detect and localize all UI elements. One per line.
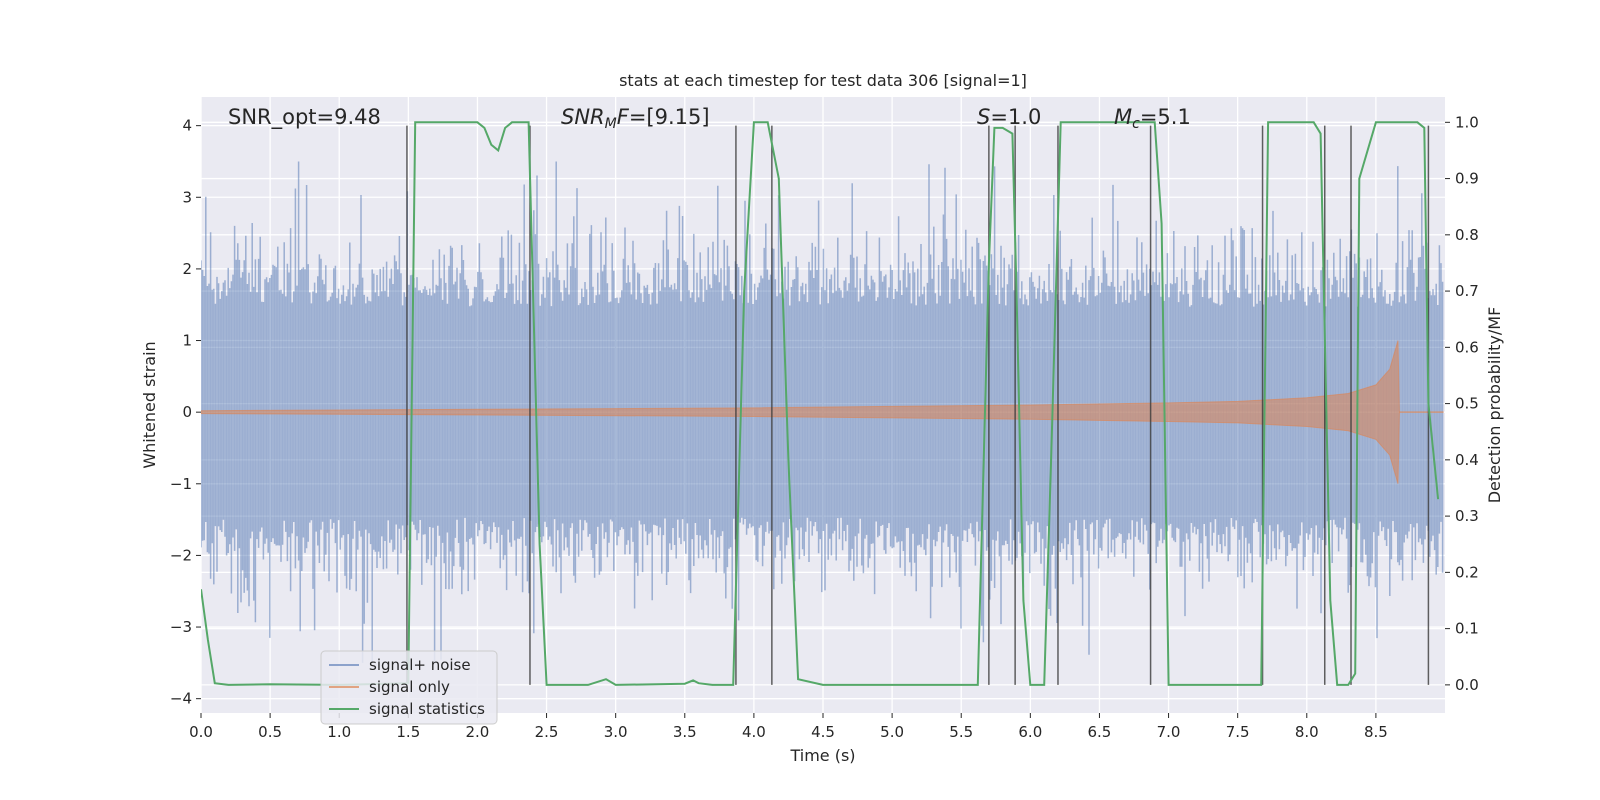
y-tick-label: −4 [170, 690, 192, 708]
y2-tick-label: 0.3 [1455, 507, 1479, 525]
x-tick-label: 6.5 [1088, 723, 1112, 741]
y-ticks: −4 −3 −2 −1 0 1 2 3 4 [170, 117, 201, 708]
y2-tick-label: 0.1 [1455, 620, 1479, 638]
x-tick-label: 8.0 [1295, 723, 1319, 741]
x-tick-label: 0.5 [258, 723, 282, 741]
annotation-label: S=1.0 [977, 105, 1041, 129]
y-tick-label: 1 [182, 332, 192, 350]
annotation-part: M [1114, 105, 1132, 129]
annotation-part: S [977, 105, 990, 129]
x-tick-label: 1.5 [396, 723, 420, 741]
x-tick-label: 4.0 [742, 723, 766, 741]
y2-tick-label: 0.7 [1455, 282, 1479, 300]
annotation-part: =1.0 [990, 105, 1041, 129]
y-tick-label: 3 [182, 188, 192, 206]
y2-tick-label: 0.2 [1455, 563, 1479, 581]
x-tick-label: 8.5 [1364, 723, 1388, 741]
annotation-part: SNR [561, 105, 605, 129]
legend-box [320, 650, 498, 725]
annotation-label: SNRMF=[9.15] [561, 105, 710, 132]
annotation-part: c [1132, 116, 1140, 132]
annotation-label: Mc=5.1 [1114, 105, 1191, 132]
y2-tick-label: 0.9 [1455, 170, 1479, 188]
x-tick-label: 1.0 [327, 723, 351, 741]
y-tick-label: −3 [170, 618, 192, 636]
x-tick-label: 2.0 [466, 723, 490, 741]
x-tick-label: 3.0 [604, 723, 628, 741]
y-tick-label: −1 [170, 475, 192, 493]
series-signal-statistics [201, 121, 1440, 686]
annotations: SNR_opt=9.48 SNRMF=[9.15] S=1.0 Mc=5.1 [228, 105, 1191, 132]
annotation-part: =[9.15] [629, 105, 710, 129]
x-tick-label: 7.5 [1226, 723, 1250, 741]
y-axis-label: Whitened strain [140, 341, 159, 468]
x-tick-label: 5.5 [949, 723, 973, 741]
legend-label: signal+ noise [369, 656, 471, 674]
y2-ticks: 0.0 0.1 0.2 0.3 0.4 0.5 0.6 0.7 0.8 0.9 1.0 [1445, 113, 1479, 694]
x-tick-label: 4.5 [811, 723, 835, 741]
y2-tick-label: 1.0 [1455, 113, 1479, 131]
y-tick-label: 0 [182, 403, 192, 421]
y2-tick-label: 0.5 [1455, 395, 1479, 413]
data-layer [201, 161, 1444, 663]
x-ticks: 0.0 0.5 1.0 1.5 2.0 2.5 3.0 3.5 4.0 4.5 5.0 5.5 6.0 6… [189, 713, 1388, 741]
y2-axis-label: Detection probability/MF [1485, 307, 1504, 504]
y2-tick-label: 0.4 [1455, 451, 1479, 469]
y-tick-label: 2 [182, 260, 192, 278]
annotation-part: =5.1 [1140, 105, 1191, 129]
y-tick-label: −2 [170, 546, 192, 564]
y2-tick-label: 0.0 [1455, 676, 1479, 694]
x-tick-label: 6.0 [1018, 723, 1042, 741]
x-tick-label: 7.0 [1157, 723, 1181, 741]
series-signal-only [201, 340, 1400, 484]
chart-title: stats at each timestep for test data 306… [619, 71, 1027, 90]
x-tick-label: 3.5 [673, 723, 697, 741]
annotation-part: SNR_opt=9.48 [228, 105, 381, 130]
x-axis-label: Time (s) [789, 746, 855, 765]
annotation-label: SNR_opt=9.48 [228, 105, 381, 130]
y2-tick-label: 0.6 [1455, 338, 1479, 356]
legend-label: signal statistics [369, 700, 485, 718]
annotation-part: M [605, 116, 617, 132]
annotation-part: F [617, 105, 630, 129]
x-tick-label: 5.0 [880, 723, 904, 741]
legend-label: signal only [369, 678, 450, 696]
y2-tick-label: 0.8 [1455, 226, 1479, 244]
stat-layer [201, 121, 1440, 686]
legend: signal+ noise signal only signal statistic… [320, 650, 498, 725]
x-tick-label: 0.0 [189, 723, 213, 741]
y-tick-label: 4 [182, 117, 192, 135]
x-tick-label: 2.5 [535, 723, 559, 741]
